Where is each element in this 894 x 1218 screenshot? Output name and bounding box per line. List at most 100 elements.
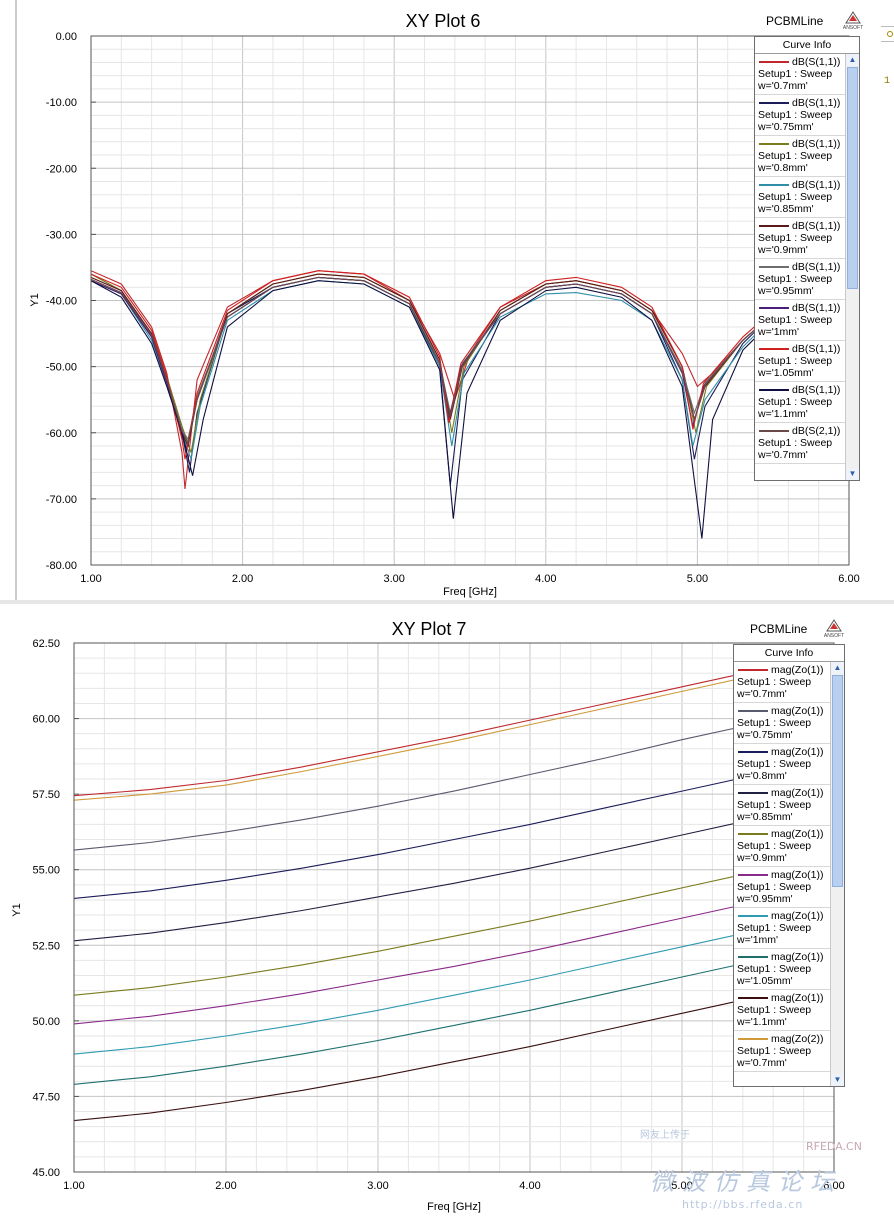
legend-parameter: w='0.95mm' bbox=[758, 285, 814, 297]
legend-scrollbar[interactable]: ▲ ▼ bbox=[830, 662, 844, 1086]
svg-text:ANSOFT: ANSOFT bbox=[843, 25, 863, 31]
legend-scrollbar[interactable]: ▲ ▼ bbox=[845, 54, 859, 480]
x-tick-label: 5.00 bbox=[671, 1180, 692, 1192]
project-name: PCBMLine bbox=[750, 622, 808, 636]
legend-item[interactable]: dB(S(1,1)) Setup1 : Sweep w='0.95mm' bbox=[755, 259, 845, 300]
watermark-url: http://bbs.rfeda.cn bbox=[682, 1198, 804, 1211]
legend-swatch bbox=[759, 307, 789, 309]
legend-swatch bbox=[738, 833, 768, 835]
scroll-up-icon[interactable]: ▲ bbox=[846, 54, 859, 66]
legend-swatch bbox=[738, 915, 768, 917]
legend-setup: Setup1 : Sweep bbox=[737, 717, 812, 729]
legend-item[interactable]: dB(S(2,1)) Setup1 : Sweep w='0.7mm' bbox=[755, 423, 845, 464]
series-line-5 bbox=[91, 273, 849, 448]
legend-item[interactable]: dB(S(1,1)) Setup1 : Sweep w='0.75mm' bbox=[755, 95, 845, 136]
legend-list: mag(Zo(1)) Setup1 : Sweep w='0.7mm' mag(Zo(… bbox=[734, 662, 830, 1086]
legend-parameter: w='0.75mm' bbox=[758, 121, 814, 133]
legend-swatch bbox=[738, 751, 768, 753]
scroll-thumb[interactable] bbox=[832, 675, 843, 887]
legend-item[interactable]: mag(Zo(1)) Setup1 : Sweep w='0.85mm' bbox=[734, 785, 830, 826]
legend-setup: Setup1 : Sweep bbox=[758, 150, 833, 162]
xy-plot-6-panel: XY Plot 6 PCBMLine ANSOFT 0.00 -10.00 -20.… bbox=[0, 0, 894, 600]
legend-parameter: w='1.1mm' bbox=[758, 408, 808, 420]
scroll-thumb[interactable] bbox=[847, 67, 858, 289]
y-tick-label: 47.50 bbox=[32, 1091, 60, 1103]
scroll-down-icon[interactable]: ▼ bbox=[831, 1074, 844, 1086]
x-tick-label: 6.00 bbox=[823, 1180, 844, 1192]
y-tick-labels: 0.00 -10.00 -20.00 -30.00 -40.00 -50.00 -60.00… bbox=[46, 31, 96, 572]
legend-swatch bbox=[738, 956, 768, 958]
y-tick-label: -20.00 bbox=[46, 163, 77, 175]
x-tick-label: 6.00 bbox=[838, 573, 859, 585]
scroll-up-icon[interactable]: ▲ bbox=[831, 662, 844, 674]
x-tick-label: 5.00 bbox=[687, 573, 708, 585]
legend-swatch bbox=[759, 225, 789, 227]
legend-item[interactable]: mag(Zo(2)) Setup1 : Sweep w='0.7mm' bbox=[734, 1031, 830, 1072]
legend-setup: Setup1 : Sweep bbox=[758, 396, 833, 408]
legend-item[interactable]: mag(Zo(1)) Setup1 : Sweep w='0.8mm' bbox=[734, 744, 830, 785]
series-line-6 bbox=[74, 884, 834, 1025]
legend-parameter: w='0.7mm' bbox=[737, 1057, 787, 1069]
legend-parameter: w='0.8mm' bbox=[758, 162, 808, 174]
curve-info-legend[interactable]: Curve Info mag(Zo(1)) Setup1 : Sweep w='0.… bbox=[733, 644, 845, 1087]
series-line-2 bbox=[91, 276, 849, 486]
legend-parameter: w='1.05mm' bbox=[737, 975, 793, 987]
legend-parameter: w='0.9mm' bbox=[758, 244, 808, 256]
x-tick-labels: 1.00 2.00 3.00 4.00 5.00 6.00 bbox=[63, 1180, 844, 1192]
legend-item[interactable]: dB(S(1,1)) Setup1 : Sweep w='0.7mm' bbox=[755, 54, 845, 95]
legend-parameter: w='0.75mm' bbox=[737, 729, 793, 741]
legend-swatch bbox=[759, 61, 789, 63]
legend-swatch bbox=[759, 430, 789, 432]
legend-expression: mag(Zo(2)) bbox=[771, 1033, 824, 1045]
legend-expression: dB(S(1,1)) bbox=[792, 220, 841, 232]
legend-item[interactable]: dB(S(1,1)) Setup1 : Sweep w='1.05mm' bbox=[755, 341, 845, 382]
series-line-2 bbox=[74, 705, 834, 851]
x-tick-label: 3.00 bbox=[367, 1180, 388, 1192]
curve-info-legend[interactable]: Curve Info dB(S(1,1)) Setup1 : Sweep w='0.… bbox=[754, 36, 860, 481]
legend-expression: dB(S(1,1)) bbox=[792, 302, 841, 314]
legend-item[interactable]: dB(S(1,1)) Setup1 : Sweep w='0.8mm' bbox=[755, 136, 845, 177]
legend-item[interactable]: mag(Zo(1)) Setup1 : Sweep w='1.05mm' bbox=[734, 949, 830, 990]
legend-item[interactable]: dB(S(1,1)) Setup1 : Sweep w='0.9mm' bbox=[755, 218, 845, 259]
ansoft-logo: ANSOFT bbox=[843, 11, 863, 31]
y-tick-label: 57.50 bbox=[32, 789, 60, 801]
y-tick-label: -40.00 bbox=[46, 296, 77, 308]
legend-parameter: w='0.95mm' bbox=[737, 893, 793, 905]
legend-item[interactable]: mag(Zo(1)) Setup1 : Sweep w='0.95mm' bbox=[734, 867, 830, 908]
legend-swatch bbox=[738, 997, 768, 999]
xy-plot-7-panel: XY Plot 7 PCBMLine ANSOFT 62.50 60.00 57.5… bbox=[0, 604, 894, 1218]
x-tick-label: 4.00 bbox=[535, 573, 556, 585]
series-line-5 bbox=[74, 854, 834, 996]
legend-title: Curve Info bbox=[755, 37, 859, 54]
y-tick-label: 45.00 bbox=[32, 1167, 60, 1179]
y-tick-labels: 62.50 60.00 57.50 55.00 52.50 50.00 47.50 45.00 bbox=[32, 638, 79, 1179]
legend-item[interactable]: mag(Zo(1)) Setup1 : Sweep w='0.75mm' bbox=[734, 703, 830, 744]
y-tick-label: 0.00 bbox=[56, 31, 77, 43]
y-tick-label: 62.50 bbox=[32, 638, 60, 650]
legend-item[interactable]: mag(Zo(1)) Setup1 : Sweep w='1mm' bbox=[734, 908, 830, 949]
series-line-9 bbox=[74, 979, 834, 1122]
ansoft-logo: ANSOFT bbox=[824, 619, 844, 639]
scroll-down-icon[interactable]: ▼ bbox=[846, 468, 859, 480]
legend-swatch bbox=[759, 102, 789, 104]
legend-item[interactable]: mag(Zo(1)) Setup1 : Sweep w='0.7mm' bbox=[734, 662, 830, 703]
legend-expression: dB(S(1,1)) bbox=[792, 343, 841, 355]
legend-item[interactable]: dB(S(1,1)) Setup1 : Sweep w='0.85mm' bbox=[755, 177, 845, 218]
y-axis-label: Y1 bbox=[11, 903, 23, 916]
legend-list: dB(S(1,1)) Setup1 : Sweep w='0.7mm' dB(S(1,… bbox=[755, 54, 845, 480]
legend-item[interactable]: dB(S(1,1)) Setup1 : Sweep w='1mm' bbox=[755, 300, 845, 341]
legend-swatch bbox=[738, 669, 768, 671]
legend-expression: mag(Zo(1)) bbox=[771, 828, 824, 840]
y-tick-label: 55.00 bbox=[32, 865, 60, 877]
y-tick-label: -70.00 bbox=[46, 494, 77, 506]
legend-expression: mag(Zo(1)) bbox=[771, 664, 824, 676]
legend-item[interactable]: mag(Zo(1)) Setup1 : Sweep w='1.1mm' bbox=[734, 990, 830, 1031]
legend-item[interactable]: dB(S(1,1)) Setup1 : Sweep w='1.1mm' bbox=[755, 382, 845, 423]
x-axis-label: Freq [GHz] bbox=[427, 1201, 481, 1213]
legend-expression: mag(Zo(1)) bbox=[771, 910, 824, 922]
legend-expression: dB(S(1,1)) bbox=[792, 97, 841, 109]
legend-parameter: w='1mm' bbox=[758, 326, 800, 338]
series-line-4 bbox=[91, 280, 849, 460]
legend-setup: Setup1 : Sweep bbox=[737, 881, 812, 893]
legend-item[interactable]: mag(Zo(1)) Setup1 : Sweep w='0.9mm' bbox=[734, 826, 830, 867]
